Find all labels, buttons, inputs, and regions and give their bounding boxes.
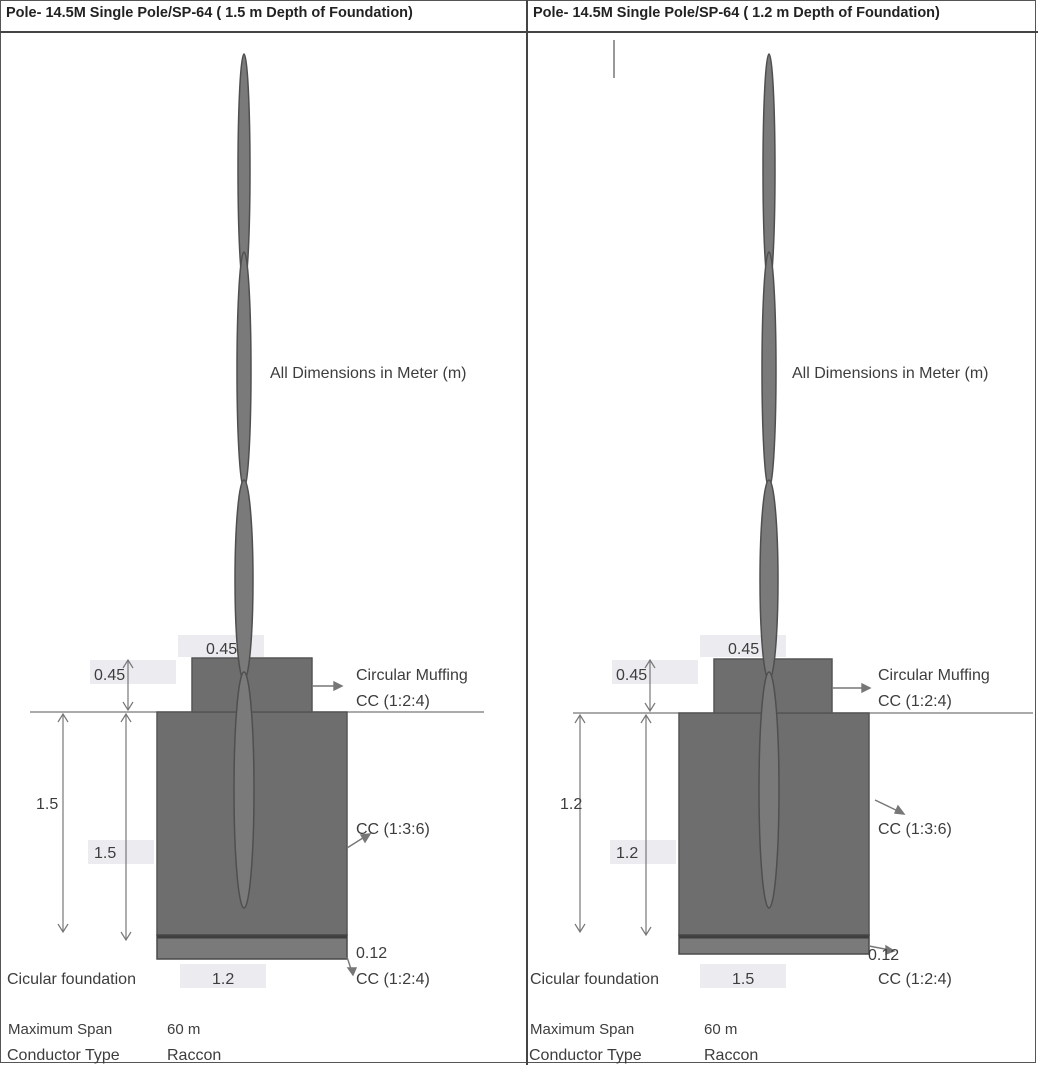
callout-arrows xyxy=(312,680,372,977)
depth-inner-label-bg xyxy=(88,840,154,864)
foundation-width-value: 1.2 xyxy=(212,971,234,988)
conductor-value: Raccon xyxy=(704,1047,758,1064)
base-label: CC (1:2:4) xyxy=(878,971,952,988)
dimension-lines xyxy=(574,658,656,937)
body-label: CC (1:3:6) xyxy=(356,821,430,838)
span-label: Maximum Span xyxy=(8,1021,112,1038)
pole-segment-bottom xyxy=(758,671,780,909)
base-thickness-value: 0.12 xyxy=(356,945,387,962)
conductor-label: Conductor Type xyxy=(7,1047,120,1064)
circular-muffing xyxy=(191,657,313,713)
panel-title-left: Pole- 14.5M Single Pole/SP-64 ( 1.5 m De… xyxy=(6,5,413,21)
muffing-label-1: Circular Muffing xyxy=(878,667,990,684)
conductor-label: Conductor Type xyxy=(529,1047,642,1064)
depth-outer-value: 1.5 xyxy=(36,796,58,813)
pole-segment-middle xyxy=(761,251,777,489)
pole xyxy=(233,53,255,909)
foundation-base-slab xyxy=(678,934,870,955)
foundation-width-label-bg xyxy=(180,964,266,988)
span-label: Maximum Span xyxy=(530,1021,634,1038)
depth-outer-value: 1.2 xyxy=(560,796,582,813)
pole-segment-top xyxy=(762,53,776,287)
muffing-label-2: CC (1:2:4) xyxy=(356,693,430,710)
pole xyxy=(758,53,780,909)
foundation-label: Cicular foundation xyxy=(530,971,659,988)
span-value: 60 m xyxy=(167,1021,200,1038)
foundation-label: Cicular foundation xyxy=(7,971,136,988)
muffing-width-value: 0.45 xyxy=(206,641,237,658)
muffing-height-label-bg xyxy=(612,660,698,684)
depth-inner-value: 1.5 xyxy=(94,845,116,862)
muffing-width-value: 0.45 xyxy=(728,641,759,658)
pole-segment-lower xyxy=(759,479,779,681)
foundation-width-value: 1.5 xyxy=(732,971,754,988)
muffing-height-value: 0.45 xyxy=(616,667,647,684)
pole-segment-middle xyxy=(236,251,252,489)
foundation-base-slab xyxy=(156,934,348,960)
pole-segment-top xyxy=(237,53,251,287)
depth-inner-label-bg xyxy=(610,840,676,864)
body-label: CC (1:3:6) xyxy=(878,821,952,838)
muffing-height-value: 0.45 xyxy=(94,667,125,684)
panel-divider xyxy=(526,0,528,1065)
callout-arrows xyxy=(832,682,906,956)
span-value: 60 m xyxy=(704,1021,737,1038)
dimensions-note: All Dimensions in Meter (m) xyxy=(270,365,466,382)
header-rule xyxy=(0,31,1038,33)
panel-title-right: Pole- 14.5M Single Pole/SP-64 ( 1.2 m De… xyxy=(533,5,940,21)
base-thickness-value: 0.12 xyxy=(868,947,899,964)
muffing-label-2: CC (1:2:4) xyxy=(878,693,952,710)
foundation-diagram-right: 0.45 0.45 1.2 1.2 All Dimensions in Mete… xyxy=(529,40,1033,1064)
base-label: CC (1:2:4) xyxy=(356,971,430,988)
muffing-height-label-bg xyxy=(90,660,176,684)
pole-segment-bottom xyxy=(233,671,255,909)
foundation-width-label-bg xyxy=(700,964,786,988)
pole-segment-lower xyxy=(234,479,254,681)
depth-inner-value: 1.2 xyxy=(616,845,638,862)
foundation-diagram-left: 0.45 0.45 1.5 1.5 All Dimensions in Mete… xyxy=(7,53,484,1064)
muffing-label-1: Circular Muffing xyxy=(356,667,468,684)
conductor-value: Raccon xyxy=(167,1047,221,1064)
dimension-lines xyxy=(57,658,134,942)
dimensions-note: All Dimensions in Meter (m) xyxy=(792,365,988,382)
